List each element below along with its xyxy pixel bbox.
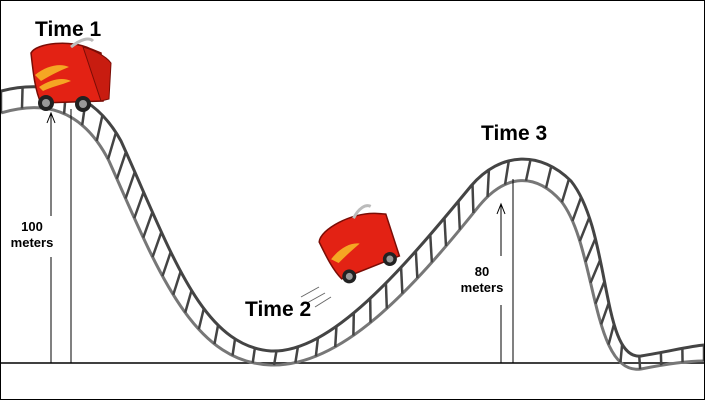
track-tie: [172, 271, 182, 296]
track-tie: [184, 290, 193, 313]
track-tie: [124, 171, 136, 199]
height1-value: 100: [21, 219, 43, 234]
label-time2: Time 2: [245, 298, 312, 321]
track-tie: [571, 196, 583, 222]
height1-unit: meters: [10, 235, 54, 250]
cart-time2: [318, 204, 401, 284]
cart-time1: [30, 37, 112, 112]
track-tie: [578, 216, 591, 242]
track-tie: [560, 178, 571, 203]
motion-lines: [300, 286, 332, 308]
track-tie: [399, 267, 404, 294]
track-tie: [443, 217, 448, 247]
track-tie: [384, 283, 389, 309]
track-tie: [607, 323, 616, 345]
track-tie: [589, 259, 602, 284]
track-tie: [638, 356, 642, 370]
track-tie: [133, 191, 145, 219]
track-tie: [524, 159, 532, 182]
label-time3: Time 3: [481, 122, 548, 145]
track-tie: [414, 251, 419, 279]
track-tie: [115, 151, 128, 180]
track-tie: [231, 338, 237, 356]
track-tie: [486, 169, 491, 197]
track-tie: [106, 132, 118, 160]
track-tie: [251, 347, 257, 363]
track-tie: [272, 350, 278, 366]
track-tie: [20, 87, 24, 109]
track-tie: [95, 115, 104, 142]
track-tie: [471, 184, 475, 214]
height3-value: 80: [474, 264, 490, 279]
track-tie: [294, 346, 300, 363]
track-tie: [594, 280, 606, 305]
track-tie: [544, 165, 553, 189]
height3-arrowhead: [496, 202, 506, 215]
track-tie: [161, 251, 172, 277]
track-tie: [314, 337, 320, 357]
track-tie: [584, 237, 597, 263]
track-tie: [503, 160, 511, 185]
height1-label: 100 meters: [9, 219, 55, 251]
height3-label: 80 meters: [457, 264, 507, 296]
height3-unit: meters: [460, 280, 504, 295]
height1-arrowhead: [46, 111, 56, 124]
track-tie: [213, 324, 220, 345]
track-tie: [151, 231, 163, 258]
track-tie: [197, 308, 206, 330]
label-time1: Time 1: [35, 18, 102, 41]
track-tie: [619, 344, 624, 363]
track-tie: [429, 234, 434, 263]
track-tie: [599, 302, 610, 325]
track-tie: [333, 326, 338, 347]
track-tie: [142, 211, 154, 239]
track-tie: [457, 201, 462, 230]
